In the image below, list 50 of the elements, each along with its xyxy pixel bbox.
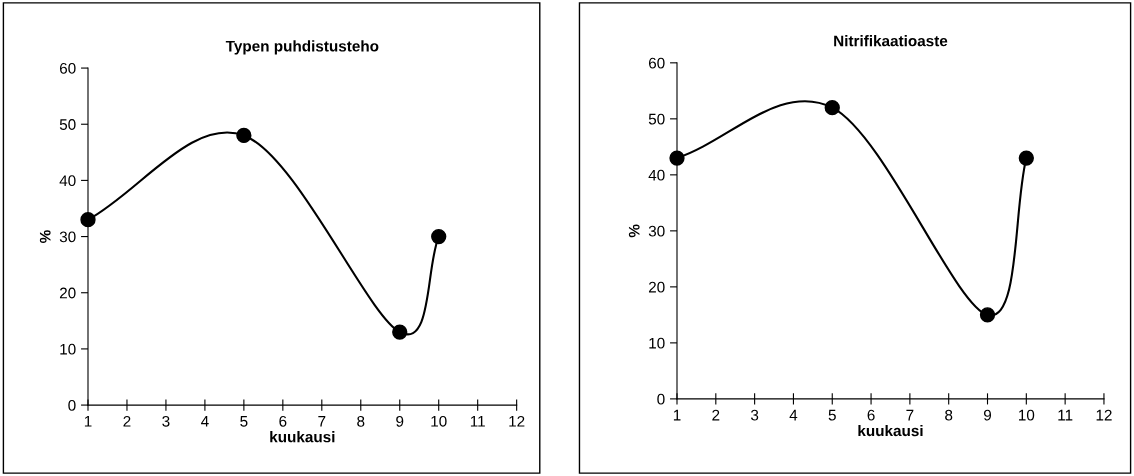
x-tick-label: 4 <box>201 416 209 427</box>
y-tick-label: 50 <box>59 119 76 130</box>
y-tick-label: 40 <box>648 169 665 181</box>
x-tick-label: 10 <box>431 415 447 427</box>
x-axis-title: kuukausi <box>270 431 335 443</box>
x-tick-label: 2 <box>712 409 720 421</box>
x-tick-label: 1 <box>84 416 92 427</box>
x-tick-label: 7 <box>318 416 326 427</box>
y-tick-label: 10 <box>60 343 76 355</box>
x-tick-label: 8 <box>357 415 365 427</box>
y-tick-label: 10 <box>649 337 665 349</box>
x-tick-label: 12 <box>509 415 525 427</box>
x-tick-label: 5 <box>240 416 248 427</box>
y-tick-label: 50 <box>648 113 665 125</box>
point <box>1018 150 1034 166</box>
y-tick-label: 30 <box>59 231 76 243</box>
y-tick-label: 60 <box>648 57 665 69</box>
x-tick-label: 2 <box>123 415 131 427</box>
x-tick-label: 1 <box>673 409 681 421</box>
x-tick-label: 9 <box>396 415 404 427</box>
point <box>431 228 447 245</box>
x-tick-label: 8 <box>945 409 953 421</box>
x-tick-label: 3 <box>750 409 759 421</box>
y-tick-label: 40 <box>59 175 76 187</box>
x-tick-label: 6 <box>279 415 287 427</box>
x-tick-label: 10 <box>1018 409 1035 421</box>
x-tick-label: 3 <box>162 415 170 427</box>
y-axis-title: % <box>39 230 51 243</box>
x-tick-label: 12 <box>1096 409 1112 421</box>
y-tick-label: 20 <box>59 287 76 299</box>
x-tick-label: 7 <box>906 409 914 421</box>
x-tick-label: 11 <box>470 416 485 427</box>
x-tick-label: 9 <box>983 409 992 421</box>
x-axis-title: kuukausi <box>858 424 923 437</box>
y-axis-title: % <box>628 224 640 238</box>
chart-title: Nitrifikaatioaste <box>834 35 948 47</box>
x-tick-label: 6 <box>867 409 875 421</box>
y-tick-label: 60 <box>59 62 76 74</box>
y-tick-label: 20 <box>648 281 665 293</box>
point <box>392 324 408 340</box>
x-tick-label: 4 <box>789 409 798 421</box>
y-tick-label: 30 <box>648 225 665 237</box>
point <box>236 127 252 144</box>
chart-title: Typen puhdistusteho <box>225 40 379 55</box>
point <box>979 307 996 323</box>
x-tick-label: 11 <box>1058 409 1073 421</box>
y-tick-label: 0 <box>657 393 665 405</box>
y-tick-label: 0 <box>68 399 76 411</box>
x-tick-label: 5 <box>828 409 836 421</box>
point <box>824 99 840 116</box>
